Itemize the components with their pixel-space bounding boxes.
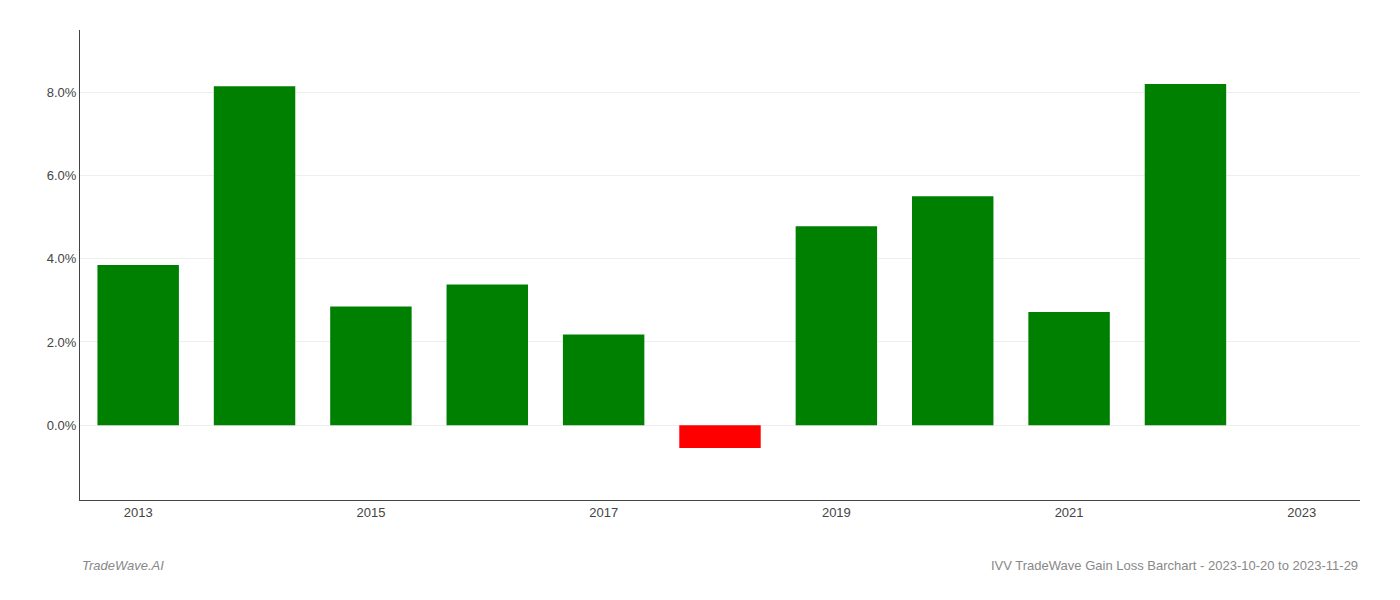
svg-text:IVV TradeWave Gain Loss Barcha: IVV TradeWave Gain Loss Barchart - 2023-… xyxy=(991,558,1358,573)
svg-text:2015: 2015 xyxy=(356,505,385,520)
svg-text:0.0%: 0.0% xyxy=(47,418,77,433)
svg-text:4.0%: 4.0% xyxy=(47,251,77,266)
svg-text:8.0%: 8.0% xyxy=(47,85,77,100)
svg-text:2021: 2021 xyxy=(1055,505,1084,520)
svg-text:2023: 2023 xyxy=(1287,505,1316,520)
svg-text:2013: 2013 xyxy=(124,505,153,520)
svg-text:TradeWave.AI: TradeWave.AI xyxy=(82,558,164,573)
svg-text:2019: 2019 xyxy=(822,505,851,520)
svg-text:6.0%: 6.0% xyxy=(47,168,77,183)
svg-text:2017: 2017 xyxy=(589,505,618,520)
svg-text:2.0%: 2.0% xyxy=(47,335,77,350)
